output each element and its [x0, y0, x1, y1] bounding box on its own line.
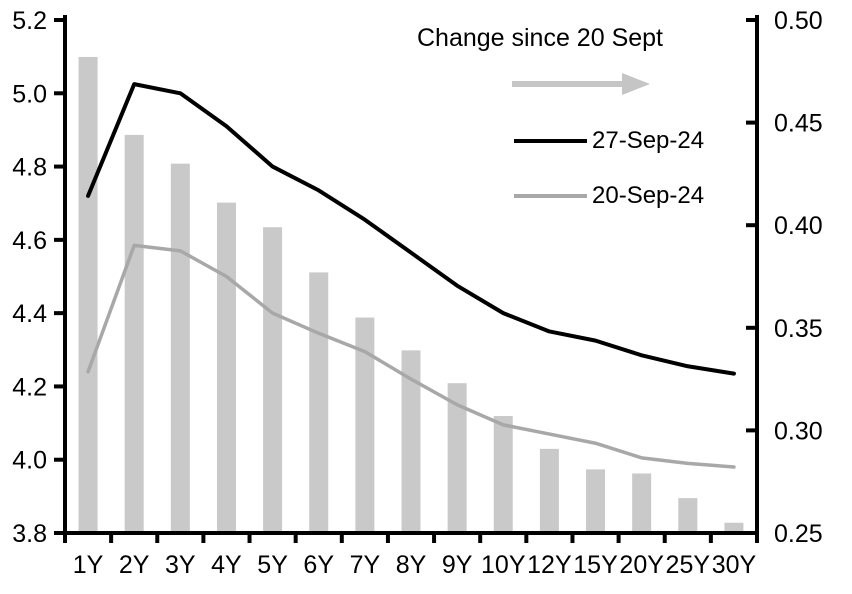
bar-3Y	[170, 163, 190, 533]
line-27-Sep-24	[86, 82, 736, 376]
x-axis-label-3Y: 3Y	[165, 551, 196, 579]
left-axis-tick-label: 4.4	[12, 300, 47, 328]
chart-title: Change since 20 Sept	[416, 24, 663, 52]
bar-8Y	[401, 350, 421, 533]
x-axis-label-12Y: 12Y	[527, 551, 572, 579]
legend-item-20-sep: 20-Sep-24	[514, 182, 704, 210]
bar-25Y	[678, 498, 698, 533]
left-axis-tick-label: 4.0	[12, 447, 47, 475]
x-axis-label-5Y: 5Y	[257, 551, 288, 579]
legend-label-27-sep: 27-Sep-24	[592, 127, 705, 154]
x-axis-label-1Y: 1Y	[73, 551, 104, 579]
right-axis-tick-label: 0.35	[774, 315, 823, 343]
x-axis-label-4Y: 4Y	[211, 551, 242, 579]
x-axis-label-6Y: 6Y	[303, 551, 334, 579]
right-axis-tick-label: 0.45	[774, 110, 823, 138]
line-swatch-20-sep	[514, 194, 587, 198]
x-axis-label-8Y: 8Y	[396, 551, 427, 579]
left-axis-tick-label: 5.0	[12, 80, 47, 108]
bar-4Y	[216, 202, 236, 534]
legend-item-27-sep: 27-Sep-24	[514, 127, 704, 155]
x-axis-label-9Y: 9Y	[442, 551, 473, 579]
right-axis-tick-label: 0.25	[774, 520, 823, 548]
bar-7Y	[355, 317, 375, 533]
left-axis-tick-label: 4.8	[12, 154, 47, 182]
bar-1Y	[78, 56, 98, 533]
right-axis-tick-label: 0.50	[774, 7, 823, 35]
left-axis-tick-label: 5.2	[12, 7, 47, 35]
x-axis-label-30Y: 30Y	[712, 551, 757, 579]
bar-6Y	[309, 272, 329, 533]
line-swatch-27-sep	[514, 139, 587, 143]
line-20-Sep-24	[86, 243, 736, 469]
left-axis-tick-label: 3.8	[12, 520, 47, 548]
bar-10Y	[493, 416, 513, 533]
right-axis-tick-label: 0.30	[774, 417, 823, 445]
legend-label-20-sep: 20-Sep-24	[592, 182, 705, 209]
bar-30Y	[724, 522, 744, 533]
x-axis-label-7Y: 7Y	[350, 551, 381, 579]
x-axis-label-10Y: 10Y	[481, 551, 526, 579]
x-axis-label-25Y: 25Y	[666, 551, 711, 579]
x-axis-label-20Y: 20Y	[619, 551, 664, 579]
x-axis-label-2Y: 2Y	[119, 551, 150, 579]
bar-15Y	[586, 469, 606, 533]
change-arrow-icon	[512, 73, 650, 95]
right-axis-tick-label: 0.40	[774, 212, 823, 240]
bar-2Y	[124, 134, 144, 534]
x-axis-label-15Y: 15Y	[573, 551, 618, 579]
left-axis-tick-label: 4.2	[12, 373, 47, 401]
bar-5Y	[263, 227, 283, 533]
bar-9Y	[447, 383, 467, 533]
left-axis-tick-label: 4.6	[12, 227, 47, 255]
bar-12Y	[539, 448, 559, 533]
bar-20Y	[632, 473, 652, 533]
